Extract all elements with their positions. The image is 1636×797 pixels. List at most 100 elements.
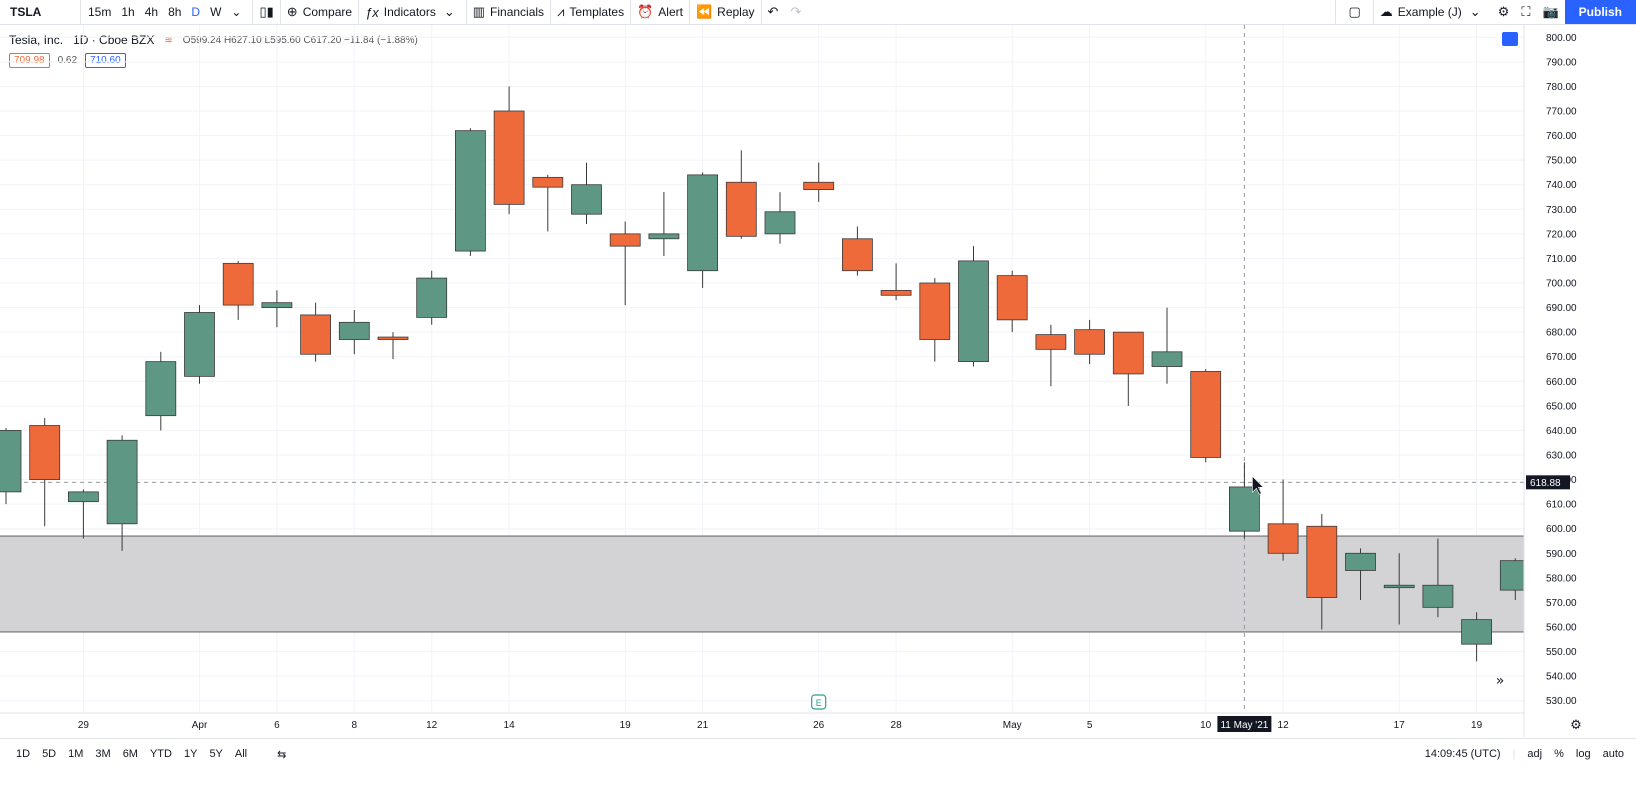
- range-calendar-icon[interactable]: ⇆: [277, 748, 287, 761]
- layout-name-button[interactable]: ☁ Example (J) ⌄: [1374, 0, 1492, 24]
- candle-down[interactable]: [725, 181, 757, 237]
- time-tick-label: 28: [891, 720, 903, 731]
- candle-down[interactable]: [493, 110, 525, 205]
- range-3m[interactable]: 3M: [95, 748, 111, 760]
- candle-up[interactable]: [571, 184, 602, 215]
- time-tick-label: 29: [78, 720, 90, 731]
- candle-up[interactable]: [1151, 351, 1183, 367]
- redo-icon[interactable]: ↷: [790, 4, 802, 19]
- price-tick-label: 680.00: [1546, 328, 1577, 339]
- publish-button[interactable]: Publish: [1564, 0, 1636, 24]
- range-all[interactable]: All: [234, 748, 248, 760]
- candle-up[interactable]: [1422, 584, 1454, 608]
- candle-down[interactable]: [1112, 331, 1144, 375]
- candle-up[interactable]: [145, 361, 177, 417]
- log-toggle[interactable]: log: [1575, 748, 1591, 760]
- candle-up[interactable]: [1229, 486, 1260, 532]
- templates-icon: ⩘: [557, 4, 565, 19]
- candle-down[interactable]: [29, 425, 61, 480]
- snapshot-button[interactable]: 📷: [1536, 0, 1564, 24]
- earnings-marker-icon[interactable]: [811, 694, 827, 710]
- layout-name: Example (J): [1397, 5, 1462, 19]
- candle-down[interactable]: [842, 238, 873, 272]
- candle-down[interactable]: [377, 336, 409, 340]
- candle-up[interactable]: [687, 174, 718, 272]
- candle-down[interactable]: [1306, 525, 1338, 598]
- candle-up[interactable]: [454, 130, 486, 252]
- candle-down[interactable]: [880, 289, 912, 296]
- candle-up[interactable]: [1461, 619, 1492, 645]
- time-tick-label: 17: [1394, 720, 1406, 731]
- chart-type-button[interactable]: ▯▮: [253, 0, 279, 24]
- ask-price[interactable]: 710.60: [85, 53, 126, 68]
- candle-down[interactable]: [222, 262, 254, 306]
- fullscreen-button[interactable]: ⛶: [1515, 0, 1536, 24]
- undo-icon[interactable]: ↶: [767, 4, 779, 19]
- compare-button[interactable]: ⊕ Compare: [281, 0, 358, 24]
- candle-down[interactable]: [1190, 371, 1222, 458]
- range-1y[interactable]: 1Y: [183, 748, 198, 760]
- axis-settings-gear-icon[interactable]: ⚙: [1570, 718, 1582, 733]
- candle-up[interactable]: [958, 260, 989, 363]
- candle-down[interactable]: [532, 176, 564, 188]
- candle-up[interactable]: [338, 321, 370, 340]
- price-tick-label: 740.00: [1546, 180, 1577, 191]
- range-ytd[interactable]: YTD: [149, 748, 172, 760]
- range-1m[interactable]: 1M: [68, 748, 84, 760]
- sync-indicator-icon[interactable]: [1502, 32, 1518, 46]
- candle-down[interactable]: [919, 282, 951, 340]
- range-5d[interactable]: 5D: [42, 748, 57, 760]
- indicators-button[interactable]: ƒx Indicators ⌄: [359, 0, 466, 24]
- time-tick-label: 10: [1200, 720, 1212, 731]
- interval-8h[interactable]: 8h: [168, 5, 182, 19]
- candle-down[interactable]: [1035, 334, 1067, 350]
- interval-15m[interactable]: 15m: [88, 5, 112, 19]
- bid-price[interactable]: 709.98: [9, 53, 50, 68]
- adj-toggle[interactable]: adj: [1527, 748, 1543, 760]
- interval-4h[interactable]: 4h: [144, 5, 159, 19]
- replay-button[interactable]: ⏪ Replay: [690, 0, 761, 24]
- interval-dropdown-icon[interactable]: ⌄: [231, 5, 242, 19]
- mouse-cursor-icon: [1252, 475, 1265, 495]
- scroll-to-realtime-icon[interactable]: »: [1496, 673, 1505, 689]
- candle-up[interactable]: [648, 233, 680, 240]
- candle-up[interactable]: [416, 277, 448, 318]
- candle-down[interactable]: [1074, 329, 1105, 355]
- candle-down[interactable]: [609, 233, 641, 247]
- range-5y[interactable]: 5Y: [209, 748, 223, 760]
- layout-button[interactable]: ▢: [1336, 0, 1372, 24]
- candle-up[interactable]: [261, 302, 293, 308]
- candle-down[interactable]: [1267, 523, 1299, 554]
- interval-d[interactable]: D: [191, 5, 201, 19]
- price-tick-label: 530.00: [1546, 696, 1577, 707]
- candle-up[interactable]: [184, 312, 215, 377]
- price-tick-label: 700.00: [1546, 279, 1577, 290]
- candle-up[interactable]: [106, 439, 138, 525]
- candle-up[interactable]: [0, 430, 22, 493]
- candle-up[interactable]: [1383, 584, 1415, 589]
- alert-button[interactable]: ⏰ Alert: [631, 0, 689, 24]
- clock-time[interactable]: 14:09:45 (UTC): [1424, 748, 1501, 760]
- divider: [688, 0, 690, 24]
- interval-w[interactable]: W: [210, 5, 222, 19]
- interval-1h[interactable]: 1h: [121, 5, 135, 19]
- percent-toggle[interactable]: %: [1554, 748, 1564, 760]
- candle-down[interactable]: [996, 275, 1028, 321]
- range-1d[interactable]: 1D: [16, 748, 31, 760]
- symbol-search[interactable]: TSLA: [10, 5, 42, 19]
- crosshair-date-badge: [1217, 716, 1272, 732]
- financials-button[interactable]: ▥ Financials: [467, 0, 550, 24]
- legend-toggle-icon[interactable]: ≋: [164, 34, 173, 46]
- price-chart[interactable]: 530.00 540.00 550.00 560.00 570.00 580.00 590.…: [0, 25, 1636, 737]
- price-tick-label: 630.00: [1546, 451, 1577, 462]
- auto-toggle[interactable]: auto: [1602, 748, 1624, 760]
- candle-up[interactable]: [68, 491, 99, 503]
- candle-up[interactable]: [764, 211, 796, 235]
- candle-up[interactable]: [1345, 552, 1376, 571]
- templates-button[interactable]: ⩘ Templates: [551, 0, 630, 24]
- candle-down[interactable]: [803, 181, 835, 191]
- range-6m[interactable]: 6M: [122, 748, 138, 760]
- time-tick-label: 8: [352, 720, 358, 731]
- candle-down[interactable]: [300, 314, 332, 355]
- settings-button[interactable]: ⚙: [1492, 0, 1516, 24]
